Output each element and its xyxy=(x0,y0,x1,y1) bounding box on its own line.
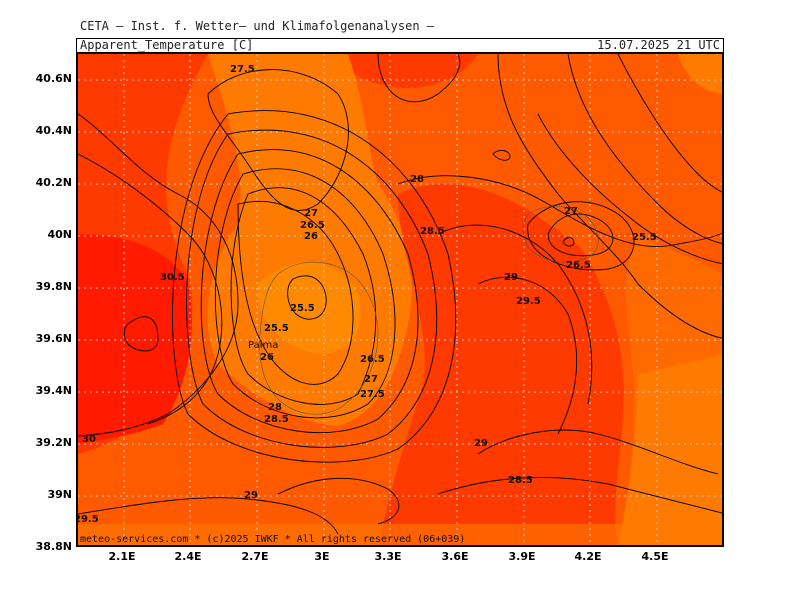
map-panel[interactable]: 27.5 28 27 26.5 26 28.5 25.5 25 25.5 30.… xyxy=(76,52,724,547)
contour-label: 26 xyxy=(260,352,274,363)
contour-label: 28.5 xyxy=(420,226,445,237)
contour-label: 26.5 xyxy=(360,354,385,365)
lat-label-39: 39N xyxy=(47,488,72,501)
contour-label: 28.5 xyxy=(508,475,533,486)
field-island-cool xyxy=(207,54,412,426)
contour-label: 27.5 xyxy=(230,64,255,75)
lon-label-4-2: 4.2E xyxy=(574,550,602,563)
contour-label: 25.5 xyxy=(290,303,315,314)
contour-label: 30 xyxy=(82,434,96,445)
lon-label-2-4: 2.4E xyxy=(174,550,202,563)
contour-label: 26 xyxy=(304,231,318,242)
lon-label-3-9: 3.9E xyxy=(508,550,536,563)
lat-label-39-8: 39.8N xyxy=(35,280,72,293)
contour-label: 27 xyxy=(564,206,578,217)
valid-time: 15.07.2025 21 UTC xyxy=(597,38,720,52)
lon-label-4-5: 4.5E xyxy=(641,550,669,563)
lon-label-3-3: 3.3E xyxy=(374,550,402,563)
contour-label: 26.5 xyxy=(300,220,325,231)
parameter-title: Apparent_Temperature [C] xyxy=(80,38,254,52)
lat-label-40: 40N xyxy=(47,228,72,241)
city-label-palma: Palma xyxy=(248,340,278,351)
contour-label: 25.5 xyxy=(632,232,657,243)
menorca-coastline xyxy=(523,206,599,263)
lat-label-40-6: 40.6N xyxy=(35,72,72,85)
contour-label: 28 xyxy=(268,402,282,413)
field-south-strip xyxy=(78,524,722,545)
contour-label: 27 xyxy=(364,374,378,385)
contour-label: 29.5 xyxy=(516,296,541,307)
field-northeast-cool xyxy=(678,54,722,94)
contour-label: 29 xyxy=(474,438,488,449)
contour-label: 27.5 xyxy=(360,389,385,400)
field-southeast-cool xyxy=(618,354,722,545)
copyright-footer: meteo-services.com * (c)2025 IWKF * All … xyxy=(80,534,466,545)
lon-label-2-1: 2.1E xyxy=(108,550,136,563)
mallorca-coastline xyxy=(259,261,379,415)
title-bar xyxy=(76,38,724,53)
lat-label-40-2: 40.2N xyxy=(35,176,72,189)
contour-label: 28 xyxy=(410,174,424,185)
contour-label: 26.5 xyxy=(566,260,591,271)
field-east-warm xyxy=(378,184,638,545)
contour-label: 30.5 xyxy=(160,272,185,283)
lon-label-3-6: 3.6E xyxy=(441,550,469,563)
isotherm-lines xyxy=(78,54,722,535)
contour-label: 27 xyxy=(304,208,318,219)
contour-label: 28.5 xyxy=(264,414,289,425)
lon-label-3: 3E xyxy=(314,550,330,563)
lat-label-39-6: 39.6N xyxy=(35,332,72,345)
lat-label-39-2: 39.2N xyxy=(35,436,72,449)
field-island-coolest xyxy=(257,262,361,354)
lat-label-38-8: 38.8N xyxy=(35,540,72,553)
provider-header: CETA — Inst. f. Wetter— und Klimafolgena… xyxy=(80,19,435,33)
temperature-map: 27.5 28 27 26.5 26 28.5 25.5 25 25.5 30.… xyxy=(78,54,722,545)
lat-label-39-4: 39.4N xyxy=(35,384,72,397)
field-north-warm xyxy=(338,54,478,88)
contour-label: 29 xyxy=(504,272,518,283)
lat-label-40-4: 40.4N xyxy=(35,124,72,137)
lon-label-2-7: 2.7E xyxy=(241,550,269,563)
contour-label: 29 xyxy=(244,490,258,501)
contour-label: 29.5 xyxy=(78,514,99,525)
contour-label: 25.5 xyxy=(264,323,289,334)
